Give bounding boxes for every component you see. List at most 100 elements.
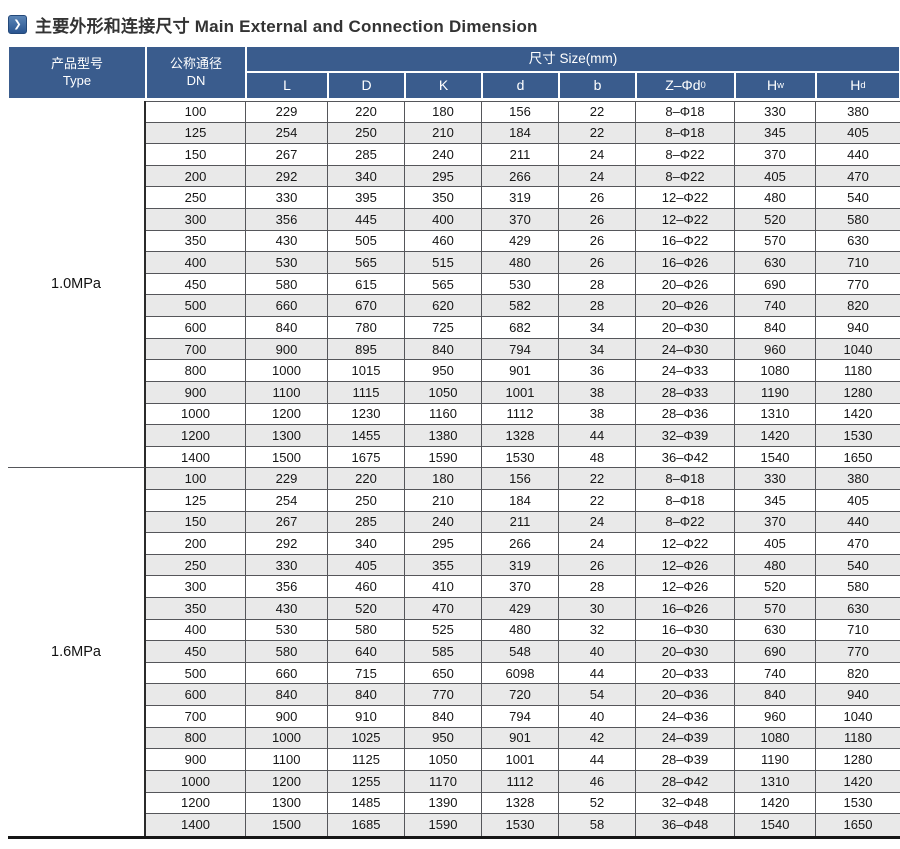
cell-z-phi-d0: 28–Φ42 xyxy=(636,770,735,793)
cell-K: 355 xyxy=(405,554,482,577)
cell-b: 32 xyxy=(559,619,636,642)
cell-hd: 1650 xyxy=(816,446,900,469)
cell-D: 640 xyxy=(328,641,405,663)
cell-d: 266 xyxy=(482,533,559,555)
cell-b: 24 xyxy=(559,165,636,188)
cell-dn: 300 xyxy=(146,576,246,599)
cell-hd: 540 xyxy=(816,187,900,210)
cell-z-phi-d0: 12–Φ26 xyxy=(636,554,735,577)
cell-d: 1112 xyxy=(482,403,559,426)
cell-D: 670 xyxy=(328,295,405,318)
cell-L: 1100 xyxy=(246,749,328,771)
cell-hd: 580 xyxy=(816,209,900,231)
cell-b: 58 xyxy=(559,814,636,836)
cell-D: 285 xyxy=(328,144,405,166)
cell-d: 480 xyxy=(482,619,559,642)
cell-D: 220 xyxy=(328,468,405,490)
cell-dn: 800 xyxy=(146,360,246,382)
cell-dn: 700 xyxy=(146,706,246,728)
cell-D: 340 xyxy=(328,533,405,555)
cell-dn: 500 xyxy=(146,662,246,685)
cell-b: 24 xyxy=(559,144,636,166)
cell-L: 292 xyxy=(246,165,328,188)
column-header-size: 尺寸 Size(mm) xyxy=(246,46,900,72)
cell-hd: 1650 xyxy=(816,814,900,836)
cell-L: 1500 xyxy=(246,446,328,469)
cell-K: 585 xyxy=(405,641,482,663)
cell-z-phi-d0: 24–Φ39 xyxy=(636,727,735,750)
cell-z-phi-d0: 24–Φ30 xyxy=(636,338,735,361)
column-header-K: K xyxy=(405,72,482,99)
cell-L: 356 xyxy=(246,209,328,231)
cell-z-phi-d0: 20–Φ33 xyxy=(636,662,735,685)
cell-d: 582 xyxy=(482,295,559,318)
cell-z-phi-d0: 28–Φ39 xyxy=(636,749,735,771)
cell-hw: 1080 xyxy=(735,360,816,382)
pressure-class-cell: 1.0MPa xyxy=(8,101,146,469)
cell-hw: 520 xyxy=(735,576,816,599)
cell-hd: 1180 xyxy=(816,360,900,382)
cell-L: 1300 xyxy=(246,425,328,447)
cell-hw: 345 xyxy=(735,122,816,145)
cell-hw: 480 xyxy=(735,187,816,210)
cell-d: 794 xyxy=(482,338,559,361)
cell-d: 319 xyxy=(482,554,559,577)
cell-L: 1200 xyxy=(246,403,328,426)
cell-D: 780 xyxy=(328,317,405,339)
cell-hw: 740 xyxy=(735,295,816,318)
cell-L: 254 xyxy=(246,489,328,512)
cell-d: 1328 xyxy=(482,425,559,447)
cell-z-phi-d0: 20–Φ30 xyxy=(636,317,735,339)
cell-D: 840 xyxy=(328,684,405,707)
cell-dn: 350 xyxy=(146,598,246,620)
cell-d: 6098 xyxy=(482,662,559,685)
cell-hw: 630 xyxy=(735,619,816,642)
cell-hw: 960 xyxy=(735,706,816,728)
cell-dn: 250 xyxy=(146,187,246,210)
cell-L: 430 xyxy=(246,598,328,620)
cell-b: 28 xyxy=(559,295,636,318)
cell-dn: 100 xyxy=(146,468,246,490)
cell-b: 34 xyxy=(559,317,636,339)
cell-L: 530 xyxy=(246,619,328,642)
cell-L: 660 xyxy=(246,295,328,318)
cell-d: 530 xyxy=(482,273,559,296)
cell-D: 340 xyxy=(328,165,405,188)
cell-K: 295 xyxy=(405,165,482,188)
cell-dn: 600 xyxy=(146,317,246,339)
cell-hd: 470 xyxy=(816,533,900,555)
cell-d: 1001 xyxy=(482,381,559,404)
cell-b: 22 xyxy=(559,122,636,145)
cell-z-phi-d0: 24–Φ33 xyxy=(636,360,735,382)
cell-hw: 1420 xyxy=(735,792,816,815)
cell-D: 445 xyxy=(328,209,405,231)
cell-K: 1590 xyxy=(405,814,482,836)
cell-d: 1112 xyxy=(482,770,559,793)
cell-b: 22 xyxy=(559,101,636,123)
column-header-z-phi-d0: Z–Φd 0 xyxy=(636,72,735,99)
cell-L: 580 xyxy=(246,273,328,296)
cell-z-phi-d0: 12–Φ26 xyxy=(636,576,735,599)
cell-D: 580 xyxy=(328,619,405,642)
cell-dn: 700 xyxy=(146,338,246,361)
cell-b: 44 xyxy=(559,425,636,447)
cell-D: 250 xyxy=(328,122,405,145)
cell-hw: 1540 xyxy=(735,814,816,836)
cell-L: 229 xyxy=(246,468,328,490)
cell-dn: 900 xyxy=(146,749,246,771)
pressure-class-cell: 1.6MPa xyxy=(8,468,146,836)
cell-hw: 480 xyxy=(735,554,816,577)
cell-dn: 1000 xyxy=(146,770,246,793)
cell-hw: 345 xyxy=(735,489,816,512)
cell-z-phi-d0: 16–Φ30 xyxy=(636,619,735,642)
cell-hd: 1530 xyxy=(816,792,900,815)
cell-z-phi-d0: 12–Φ22 xyxy=(636,533,735,555)
cell-z-phi-d0: 8–Φ18 xyxy=(636,489,735,512)
title-bar: ❯ 主要外形和连接尺寸 Main External and Connection… xyxy=(0,0,900,39)
cell-K: 1170 xyxy=(405,770,482,793)
cell-z-phi-d0: 36–Φ48 xyxy=(636,814,735,836)
cell-d: 1328 xyxy=(482,792,559,815)
cell-d: 429 xyxy=(482,598,559,620)
cell-hd: 1180 xyxy=(816,727,900,750)
